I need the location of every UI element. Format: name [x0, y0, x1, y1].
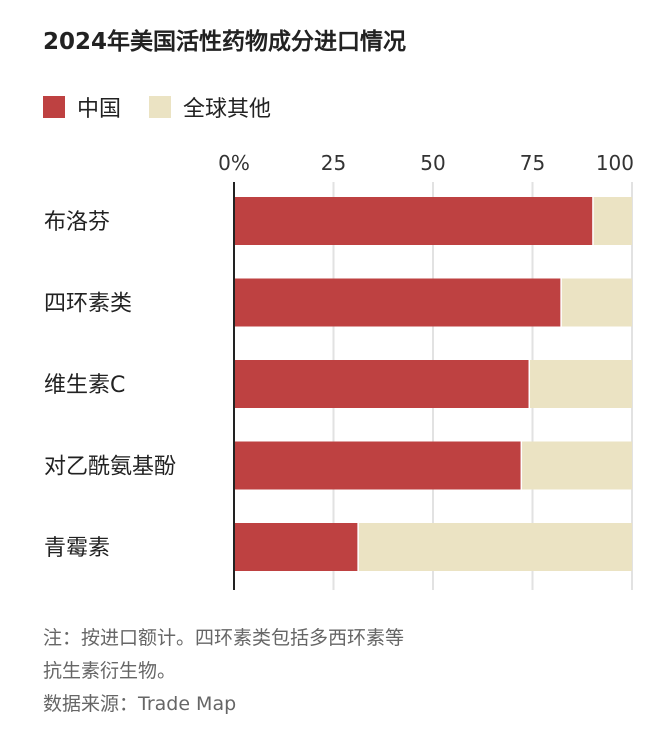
x-tick-label: 100: [596, 151, 634, 175]
bar-rest: [522, 441, 632, 490]
bar-china: [234, 278, 561, 327]
footnote: 注：按进口额计。四环素类包括多西环素等 抗生素衍生物。 数据来源：Trade M…: [43, 622, 404, 721]
bar-china: [234, 523, 358, 571]
legend-label-rest: 全球其他: [183, 97, 272, 122]
bar-rest: [530, 360, 632, 408]
chart-title: 2024年美国活性药物成分进口情况: [43, 29, 407, 55]
bar-rest: [561, 278, 632, 327]
bar-rest: [358, 523, 632, 571]
category-label: 布洛芬: [44, 210, 110, 235]
legend-label-china: 中国: [77, 97, 122, 122]
category-label: 维生素C: [44, 373, 125, 398]
x-tick-label: 75: [520, 151, 545, 175]
category-label: 青霉素: [44, 536, 110, 561]
bar-rest: [593, 197, 632, 245]
note-line-1: 注：按进口额计。四环素类包括多西环素等: [43, 627, 405, 649]
legend-swatch-china: [43, 96, 65, 118]
x-tick-label: 50: [420, 151, 445, 175]
x-tick-label: 25: [321, 151, 346, 175]
legend-item-rest: 全球其他: [149, 91, 271, 123]
legend-item-china: 中国: [43, 91, 121, 123]
category-label: 对乙酰氨基酚: [44, 455, 176, 480]
bar-china: [234, 197, 593, 245]
legend-swatch-rest: [149, 96, 172, 118]
note-line-2: 抗生素衍生物。: [43, 660, 177, 682]
category-label: 四环素类: [44, 292, 132, 317]
source-line: 数据来源：Trade Map: [43, 693, 237, 715]
bar-china: [234, 441, 521, 490]
legend: 中国 全球其他: [43, 91, 299, 123]
x-tick-label: 0%: [218, 151, 250, 175]
bar-china: [234, 360, 529, 408]
